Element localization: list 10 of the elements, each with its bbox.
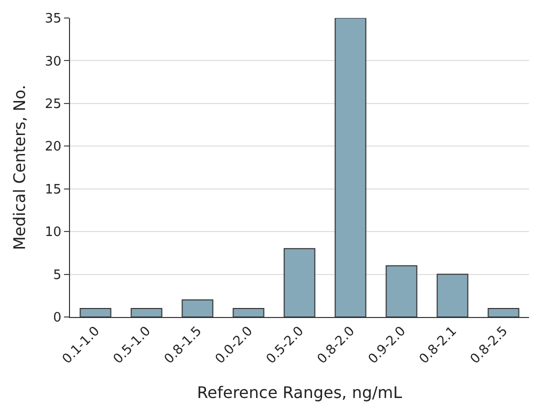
x-axis-title: Reference Ranges, ng/mL (196, 382, 402, 402)
y-tick-label: 20 (44, 140, 62, 155)
y-tick-label: 0 (53, 310, 62, 326)
y-tick-label: 10 (44, 225, 62, 240)
y-tick-label: 30 (44, 54, 62, 70)
y-tick-label: 25 (44, 96, 62, 112)
y-axis-title: Medical Centers, No. (10, 84, 29, 250)
y-tick-label: 5 (53, 268, 62, 283)
y-tick-label: 15 (44, 182, 62, 198)
y-tick-label: 35 (44, 12, 62, 27)
